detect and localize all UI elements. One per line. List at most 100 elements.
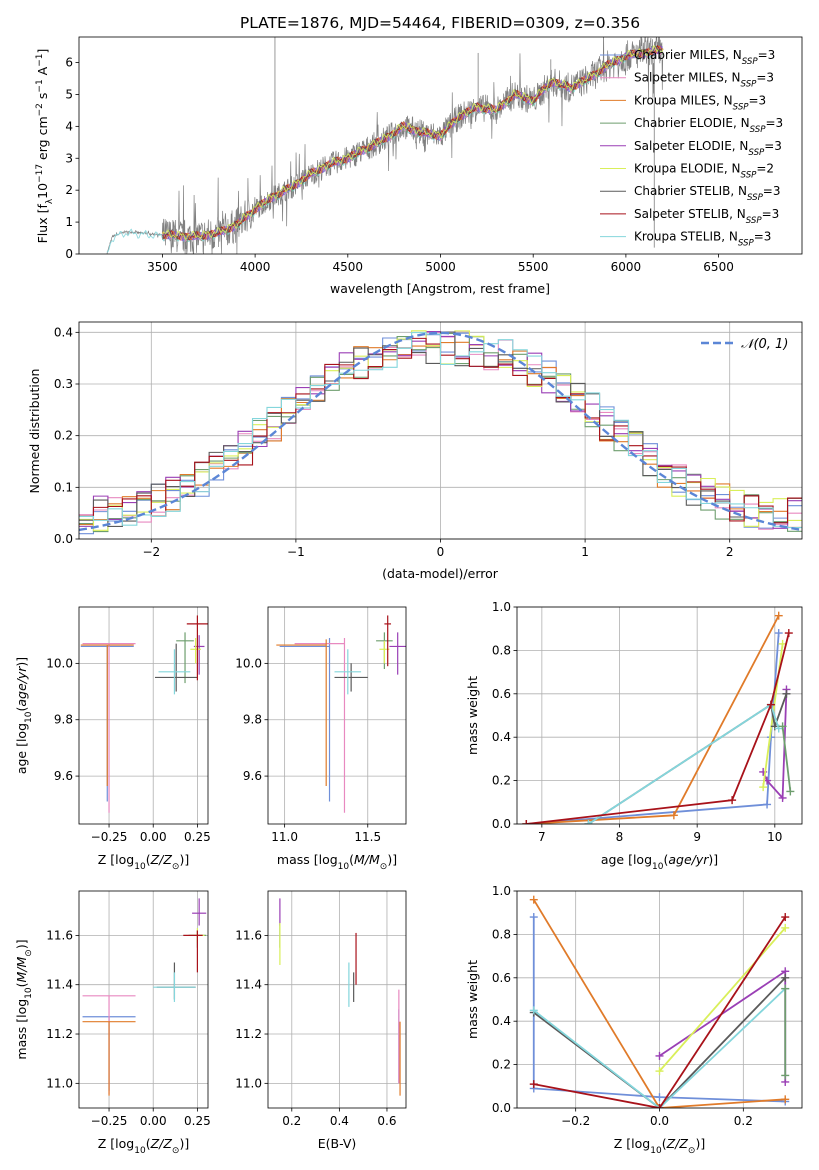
- massweight-series: [532, 917, 786, 1103]
- y-tick-label: 0.6: [492, 971, 511, 985]
- massweight-series: [658, 969, 787, 1082]
- label-fragment: ]: [35, 49, 50, 54]
- x-tick-label: 9: [693, 830, 701, 844]
- y-tick-label: 0.0: [54, 532, 73, 546]
- label-fragment: age [log: [14, 723, 29, 774]
- x-tick-label: 0.25: [184, 830, 211, 844]
- label-fragment: (: [14, 982, 29, 987]
- axes-frame: [516, 606, 803, 825]
- axes-frame: [267, 606, 407, 825]
- label-fragment: SSP: [750, 125, 767, 135]
- x-tick-label: 4000: [240, 260, 271, 274]
- label-fragment: =3: [749, 93, 767, 107]
- errorbar-plot: [82, 898, 207, 1096]
- label-fragment: 10: [338, 862, 350, 872]
- label-fragment: Chabrier ELODIE, N: [634, 116, 750, 130]
- label-fragment: 10: [650, 1146, 662, 1156]
- label-fragment: )]: [14, 657, 29, 667]
- panel-massweight-vs-Z: −0.2 0.0 0.2 0.0 0.2 0.4 0.6 0.8 1.0 Z [log10(Z/Z…: [465, 884, 803, 1156]
- label-fragment: SSP: [741, 171, 758, 181]
- y-axis-label: mass weight: [465, 960, 480, 1039]
- x-tick-label: 0.00: [140, 1114, 167, 1128]
- label-fragment: Flux [f: [35, 204, 50, 244]
- label-fragment: M/M: [354, 852, 380, 867]
- legend-entry: Salpeter ELODIE, NSSP=3: [634, 139, 782, 158]
- label-fragment: Z/Z: [666, 1136, 689, 1151]
- panel-age-vs-mass: 11.0 11.5 9.6 9.8 10.0 mass [log10(M/M⊙)]: [235, 606, 407, 872]
- label-fragment: Salpeter STELIB, N: [634, 207, 746, 221]
- label-fragment: Z/Z: [150, 1136, 173, 1151]
- x-tick-label: 0.2: [282, 1114, 301, 1128]
- label-fragment: E(B-V): [318, 1136, 357, 1151]
- y-tick-label: 6: [65, 56, 73, 70]
- label-fragment: age/yr: [668, 852, 709, 867]
- massweight-plot: [522, 611, 795, 824]
- model-spectrum: [162, 44, 664, 241]
- label-fragment: A: [35, 66, 50, 79]
- label-fragment: (: [146, 1136, 151, 1151]
- figure-title: PLATE=1876, MJD=54464, FIBERID=0309, z=0…: [240, 14, 640, 32]
- label-fragment: 10: [35, 183, 50, 199]
- label-fragment: (: [662, 1136, 667, 1151]
- label-fragment: =3: [754, 230, 772, 244]
- x-tick-label: −1: [287, 545, 305, 559]
- x-axis-label: wavelength [Angstrom, rest frame]: [330, 281, 550, 296]
- label-fragment: SSP: [748, 148, 765, 158]
- label-fragment: SSP: [747, 193, 764, 203]
- label-fragment: SSP: [741, 80, 758, 90]
- label-fragment: 10: [24, 711, 34, 723]
- y-tick-label: 1.0: [492, 600, 511, 614]
- y-axis-label: Normed distribution: [27, 369, 42, 494]
- y-tick-label: 5: [65, 87, 73, 101]
- axes-frame: [78, 890, 209, 1109]
- y-tick-label: 0.2: [492, 1058, 511, 1072]
- label-fragment: 10: [24, 987, 34, 999]
- y-tick-label: 0.2: [492, 774, 511, 788]
- x-tick-label: 4500: [333, 260, 364, 274]
- y-tick-label: 10.0: [235, 656, 262, 670]
- label-fragment: Chabrier MILES, N: [634, 48, 742, 62]
- label-fragment: =2: [756, 162, 774, 176]
- y-tick-label: 11.0: [46, 1076, 73, 1090]
- legend-entry: Chabrier ELODIE, NSSP=3: [634, 116, 783, 135]
- spectrum-plot: [106, 37, 664, 254]
- label-fragment: )]: [179, 1136, 189, 1151]
- y-tick-label: 9.8: [243, 713, 262, 727]
- label-fragment: =3: [756, 71, 774, 85]
- model-spectrum: [162, 45, 664, 240]
- y-tick-label: 0.2: [54, 429, 73, 443]
- label-fragment: −1: [35, 54, 45, 67]
- label-fragment: )]: [708, 852, 718, 867]
- y-tick-label: 11.6: [46, 928, 73, 942]
- x-axis-label: age [log10(age/yr)]: [601, 852, 718, 872]
- label-fragment: age/yr: [14, 666, 29, 707]
- x-axis-label: Z [log10(Z/Z⊙)]: [98, 1136, 189, 1156]
- normal-curve: [79, 331, 800, 532]
- massweight-series: [532, 899, 786, 1108]
- label-fragment: ⊙: [380, 862, 388, 872]
- x-tick-label: 8: [616, 830, 624, 844]
- massweight-series: [526, 632, 790, 824]
- massweight-series: [533, 977, 786, 1108]
- x-tick-label: −0.25: [91, 1114, 128, 1128]
- x-tick-label: −0.2: [561, 1114, 590, 1128]
- x-tick-label: −2: [142, 545, 160, 559]
- axes-frame: [267, 890, 407, 1109]
- legend-entry: Kroupa MILES, NSSP=3: [634, 93, 766, 112]
- errorbar-plot: [279, 898, 401, 1096]
- massweight-series: [533, 987, 786, 1108]
- y-tick-label: 11.2: [46, 1027, 73, 1041]
- label-fragment: 10: [652, 862, 664, 872]
- y-tick-label: 10.0: [46, 656, 73, 670]
- x-tick-label: 6000: [611, 260, 642, 274]
- panel-spectrum: 3500 4000 4500 5000 5500 6000 6500 0 1 2 3 4 5 6 Chabr…: [35, 36, 803, 296]
- label-fragment: Kroupa STELIB, N: [634, 230, 738, 244]
- label-fragment: SSP: [746, 216, 763, 226]
- y-tick-label: 0.8: [492, 927, 511, 941]
- y-tick-label: 11.2: [235, 1027, 262, 1041]
- massweight-series: [533, 916, 786, 1108]
- label-fragment: Kroupa ELODIE, N: [634, 162, 741, 176]
- legend-entry: Chabrier MILES, NSSP=3: [634, 48, 775, 67]
- y-tick-label: 0.1: [54, 480, 73, 494]
- legend-entry: Kroupa STELIB, NSSP=3: [634, 230, 771, 249]
